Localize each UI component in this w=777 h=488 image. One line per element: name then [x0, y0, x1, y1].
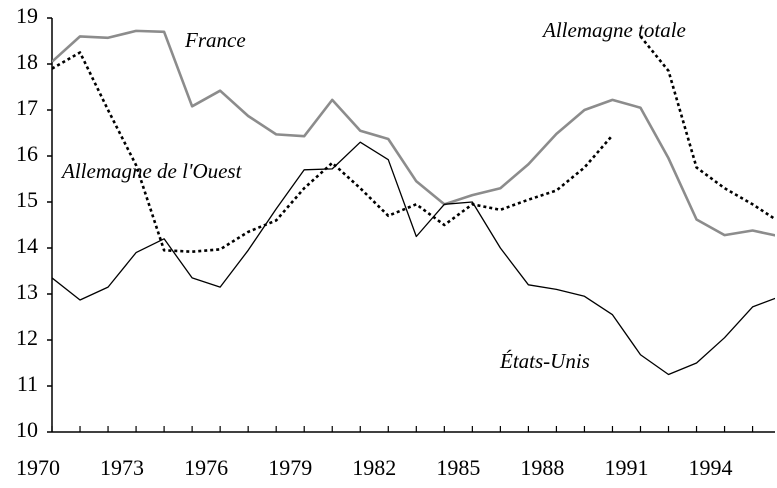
x-tick-label: 1991 — [604, 455, 648, 480]
series-label: Allemagne de l'Ouest — [60, 159, 243, 183]
y-tick-label: 18 — [16, 49, 38, 74]
y-tick-label: 15 — [16, 187, 38, 212]
series-line — [52, 141, 775, 376]
x-tick-label: 1976 — [184, 455, 228, 480]
series-label: Allemagne totale — [541, 18, 686, 42]
series-label: États-Unis — [499, 349, 590, 373]
plot-area — [52, 29, 775, 376]
x-tick-label: 1982 — [352, 455, 396, 480]
x-tick-label: 1979 — [268, 455, 312, 480]
series-line — [52, 51, 614, 253]
y-tick-label: 12 — [16, 325, 38, 350]
y-tick-label: 14 — [16, 233, 38, 258]
series-line — [52, 29, 775, 237]
series-line — [639, 35, 775, 221]
y-tick-label: 11 — [17, 371, 38, 396]
x-tick-label: 1985 — [436, 455, 480, 480]
x-tick-label: 1973 — [100, 455, 144, 480]
y-tick-label: 13 — [16, 279, 38, 304]
y-tick-label: 17 — [16, 95, 38, 120]
x-tick-label: 1970 — [16, 455, 60, 480]
x-tick-label: 1988 — [520, 455, 564, 480]
series-label: France — [184, 28, 246, 52]
x-tick-label: 1994 — [689, 455, 733, 480]
y-tick-label: 16 — [16, 141, 38, 166]
y-tick-label: 10 — [16, 417, 38, 442]
y-tick-label: 19 — [16, 3, 38, 28]
